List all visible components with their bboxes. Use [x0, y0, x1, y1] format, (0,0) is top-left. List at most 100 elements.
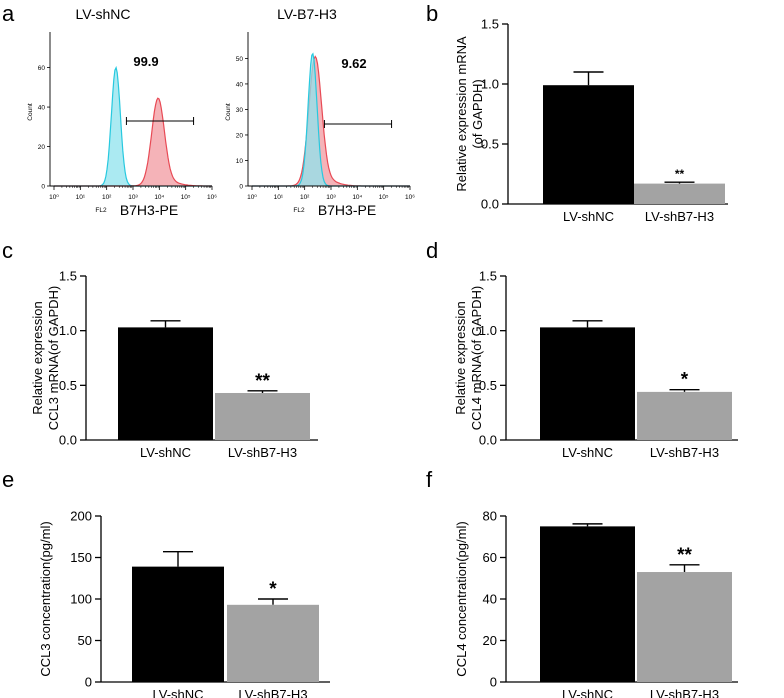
- y-tick-label: 0.5: [59, 378, 77, 393]
- panel-letter-b: b: [426, 1, 438, 26]
- x-category-label: LV-shNC: [562, 445, 613, 460]
- x-tick-label: 10⁰: [247, 194, 257, 201]
- panel-letter-c: c: [2, 238, 13, 263]
- y-tick-label: 60: [483, 550, 497, 565]
- x-tick-label: 10³: [326, 194, 336, 201]
- y-axis-label: Count: [225, 103, 232, 121]
- y-tick-label: 1.5: [479, 269, 497, 284]
- y-tick-label: 200: [70, 509, 92, 524]
- significance-marker: **: [255, 371, 270, 392]
- bar-chart-b7h3-mrna: 0.0 0.5 1.0 1.5 LV-shNC LV-shB7-H3 ** Relative …: [454, 17, 728, 224]
- control-peak-line: [252, 52, 410, 187]
- x-category-label: LV-shNC: [152, 687, 203, 698]
- bar: [215, 392, 310, 440]
- x-axis-label: B7H3-PE: [318, 202, 376, 218]
- y-tick-label: 100: [70, 592, 92, 607]
- x-tick-label: 10⁶: [207, 194, 217, 201]
- y-tick-label: 0.0: [479, 433, 497, 448]
- bar: [634, 183, 725, 204]
- panel-letter-f: f: [426, 467, 433, 492]
- y-tick-label: 0.5: [479, 378, 497, 393]
- y-tick-label: 0.0: [481, 197, 499, 212]
- y-tick-label: 1.5: [481, 17, 499, 32]
- y-tick-label: 20: [38, 144, 46, 151]
- y-axis-label: Count: [27, 103, 34, 121]
- x-tick-label: 10²: [102, 194, 112, 201]
- significance-marker: *: [269, 579, 277, 600]
- bar-chart-ccl3-mrna: 0.0 0.5 1.0 1.5 LV-shNC LV-shB7-H3 ** Relative …: [30, 269, 318, 460]
- x-tick-label: 10¹: [274, 194, 284, 201]
- panel-letter-a: a: [2, 1, 15, 26]
- x-tick-label: 10²: [300, 194, 310, 201]
- y-tick-label: 50: [78, 633, 92, 648]
- flow-histogram-lv-b7h3: LV-B7-H3 0 10 20 30 40 50 Count 10⁰ 10¹ 10² 10³ 10⁴ 1…: [225, 6, 415, 218]
- y-tick-label: 50: [236, 56, 244, 63]
- bar: [637, 391, 732, 440]
- panel-letter-d: d: [426, 238, 438, 263]
- x-axis-prefix: FL2: [293, 207, 305, 214]
- sample-peak-line: [252, 55, 410, 187]
- significance-marker: **: [675, 167, 685, 181]
- y-axis-label: Relative expression: [30, 301, 45, 414]
- x-category-label: LV-shNC: [562, 687, 613, 698]
- y-axis-label: (of GAPDH): [470, 79, 485, 148]
- sample-peak-fill: [252, 56, 410, 186]
- histogram-title: LV-B7-H3: [277, 6, 337, 22]
- x-category-label: LV-shB7-H3: [650, 687, 719, 698]
- x-category-label: LV-shB7-H3: [228, 445, 297, 460]
- x-category-label: LV-shB7-H3: [238, 687, 307, 698]
- control-peak-fill: [54, 67, 212, 186]
- x-tick-label: 10⁶: [405, 194, 415, 201]
- x-category-label: LV-shNC: [563, 209, 614, 224]
- bar: [118, 327, 213, 440]
- x-tick-label: 10⁰: [49, 194, 59, 201]
- x-axis-label: B7H3-PE: [120, 202, 178, 218]
- y-tick-label: 60: [38, 65, 46, 72]
- y-tick-label: 0: [41, 184, 45, 191]
- y-tick-label: 0: [239, 184, 243, 191]
- y-tick-label: 20: [236, 132, 244, 139]
- y-axis-label: CCL3 mRNA(of GAPDH): [46, 286, 61, 430]
- y-tick-label: 80: [483, 509, 497, 524]
- control-peak-fill: [252, 53, 410, 186]
- flow-histogram-lv-shnc: LV-shNC 0 20 40 60 Count 10⁰ 10¹ 10² 10³ 10⁴ 10⁵ 10⁶…: [27, 6, 217, 218]
- bar: [637, 572, 732, 682]
- gate-percentage: 9.62: [341, 56, 366, 71]
- y-tick-label: 1.0: [479, 323, 497, 338]
- significance-marker: **: [677, 545, 692, 566]
- sample-peak-fill: [54, 98, 212, 186]
- bar-chart-ccl3-concentration: 0 50 100 150 200 LV-shNC LV-shB7-H3 * CCL3 conce…: [38, 509, 330, 698]
- panel-letter-e: e: [2, 467, 14, 492]
- y-tick-label: 0: [490, 675, 497, 690]
- y-tick-label: 0: [85, 675, 92, 690]
- y-axis-label: CCL4 mRNA(of GAPDH): [469, 286, 484, 430]
- y-axis-label: Relative expression mRNA: [454, 36, 469, 192]
- bar: [540, 526, 635, 682]
- x-axis-prefix: FL2: [95, 207, 107, 214]
- y-tick-label: 150: [70, 550, 92, 565]
- histogram-title: LV-shNC: [76, 6, 131, 22]
- y-tick-label: 0.0: [59, 433, 77, 448]
- y-tick-label: 1.0: [481, 77, 499, 92]
- y-tick-label: 40: [483, 592, 497, 607]
- control-peak-line: [54, 65, 212, 187]
- bar: [543, 85, 634, 204]
- y-tick-label: 0.5: [481, 137, 499, 152]
- x-tick-label: 10⁴: [154, 194, 164, 201]
- y-tick-label: 40: [236, 81, 244, 88]
- x-tick-label: 10⁵: [379, 194, 389, 201]
- bar: [540, 327, 635, 440]
- y-tick-label: 20: [483, 633, 497, 648]
- sample-peak-line: [54, 97, 212, 187]
- x-category-label: LV-shNC: [140, 445, 191, 460]
- y-axis-label: CCL3 concentration(pg/ml): [38, 521, 53, 676]
- y-tick-label: 40: [38, 105, 46, 112]
- y-axis-label: CCL4 concentration(pg/ml): [454, 521, 469, 676]
- gate-percentage: 99.9: [133, 54, 158, 69]
- bar: [227, 604, 319, 682]
- x-tick-label: 10¹: [76, 194, 86, 201]
- x-tick-label: 10³: [128, 194, 138, 201]
- y-tick-label: 10: [236, 158, 244, 165]
- bar-chart-ccl4-concentration: 0 20 40 60 80 LV-shNC LV-shB7-H3 ** CCL4 concent…: [454, 509, 738, 698]
